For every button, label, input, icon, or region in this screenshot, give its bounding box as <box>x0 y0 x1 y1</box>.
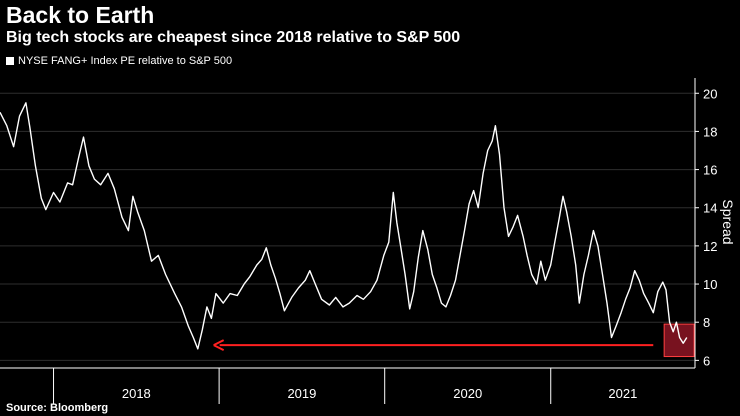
chart-title: Back to Earth <box>6 2 155 28</box>
x-tick-label: 2018 <box>122 386 151 401</box>
legend-label: NYSE FANG+ Index PE relative to S&P 500 <box>18 55 233 67</box>
y-tick-label: 12 <box>703 239 717 254</box>
legend: NYSE FANG+ Index PE relative to S&P 500 <box>6 55 232 67</box>
y-tick-label: 10 <box>703 277 717 292</box>
grid-lines <box>0 92 695 361</box>
y-tick-label: 20 <box>703 86 717 101</box>
y-tick-label: 8 <box>703 315 710 330</box>
x-tick-label: 2020 <box>453 386 482 401</box>
legend-swatch-icon <box>6 57 14 65</box>
chart-subtitle: Big tech stocks are cheapest since 2018 … <box>6 29 461 46</box>
x-tick-label: 2021 <box>608 386 637 401</box>
arrow-head-icon <box>213 339 225 351</box>
annotation-layer <box>663 323 695 358</box>
y-axis-label: Spread <box>720 199 736 244</box>
y-tick-label: 6 <box>703 353 710 368</box>
y-tick-label: 18 <box>703 124 717 139</box>
axes: 6 8 10 12 14 16 18 20 Spread 2018 2019 2020 2021 <box>0 78 736 404</box>
arrow-layer <box>213 339 654 351</box>
x-tick-label: 2019 <box>287 386 316 401</box>
y-tick-label: 16 <box>703 163 717 178</box>
source-note: Source: Bloomberg <box>6 402 109 414</box>
series-layer <box>0 102 688 350</box>
highlight-box <box>663 323 695 358</box>
y-tick-label: 14 <box>703 201 717 216</box>
series-line <box>0 102 688 350</box>
